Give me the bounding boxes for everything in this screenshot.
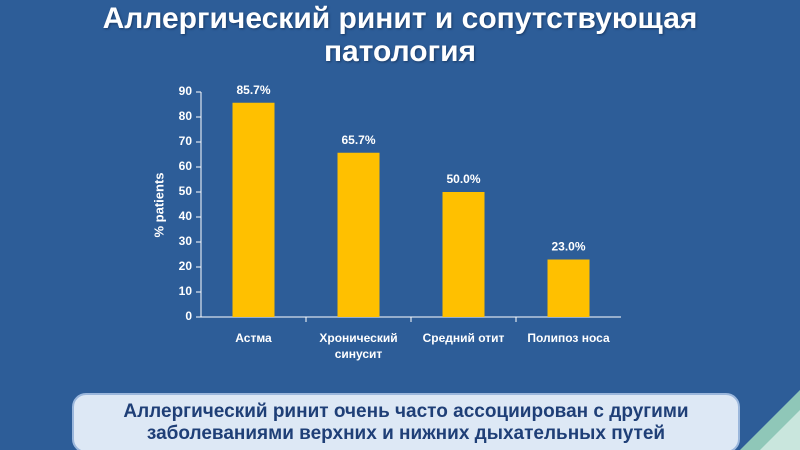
bar [232,102,275,317]
corner-decoration [760,410,800,450]
bar [442,192,485,317]
x-tick-label: Астма [235,331,272,345]
y-axis-label: % patients [151,172,166,237]
y-tick-label: 20 [179,259,193,273]
y-tick-label: 80 [179,109,193,123]
x-tick-label: Хронический синусит [319,331,398,361]
y-tick-label: 10 [179,284,193,298]
note-box: Аллергический ринит очень часто ассоциир… [72,393,740,450]
y-tick-label: 70 [179,134,193,148]
data-label: 65.7% [341,133,375,147]
x-tick-label: Средний отит [422,331,505,345]
chart-title: Аллергический ринит и сопутствующая пато… [102,2,698,68]
y-tick-label: 30 [179,234,193,248]
y-tick-label: 60 [179,159,193,173]
y-tick-label: 50 [179,184,193,198]
y-tick-label: 90 [179,84,193,98]
data-label: 50.0% [446,172,480,186]
data-label: 85.7% [236,83,270,97]
y-tick-label: 0 [185,309,192,323]
x-tick-label: Полипоз носа [527,331,610,345]
bar [547,259,590,317]
data-label: 23.0% [551,240,585,254]
y-tick-label: 40 [179,209,193,223]
bar [337,152,380,317]
